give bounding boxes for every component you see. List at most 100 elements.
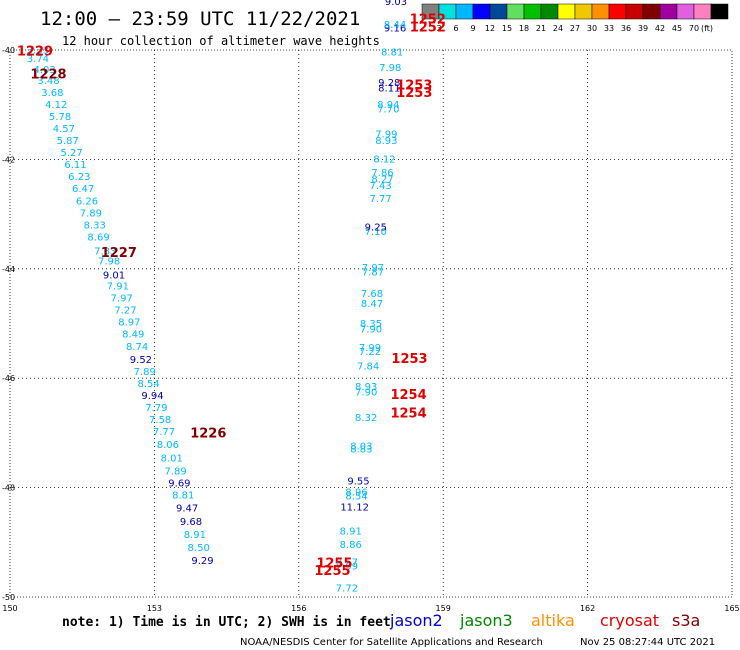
colorbar-label: 70 (689, 24, 699, 33)
orbit-time-label: 1252 (410, 13, 446, 28)
wave-height-value: 3.74 (27, 54, 49, 65)
wave-height-value: 7.98 (98, 256, 120, 267)
chart-title: 12:00 — 23:59 UTC 11/22/2021 (40, 8, 360, 30)
wave-height-value: 7.86 (371, 168, 393, 179)
wave-height-value: 8.33 (84, 220, 106, 231)
wave-height-value: 7.58 (149, 415, 171, 426)
wave-height-value: 8.06 (157, 440, 179, 451)
wave-height-value: 8.81 (381, 47, 403, 58)
wave-height-value: 7.43 (369, 181, 391, 192)
wave-height-value: 8.01 (161, 453, 183, 464)
legend-cryosat: cryosat (600, 611, 659, 630)
orbit-track-labels: 1229122812271226125212521253125312531254… (17, 13, 446, 579)
wave-height-value: 5.87 (57, 136, 79, 147)
orbit-time-label: 1228 (30, 67, 66, 82)
colorbar-label: 21 (536, 24, 546, 33)
wave-height-value: 7.98 (379, 63, 401, 74)
orbit-time-label: 1254 (390, 388, 426, 403)
wave-height-value: 9.29 (191, 556, 213, 567)
colorbar-swatch (625, 3, 644, 20)
wave-height-value: 9.69 (168, 479, 190, 490)
wave-height-value: 9.03 (385, 0, 407, 8)
wave-height-value: 7.89 (164, 466, 186, 477)
wave-height-value: 6.11 (64, 160, 86, 171)
wave-height-value: 8.50 (188, 543, 210, 554)
wave-height-value: 7.90 (355, 388, 377, 399)
wave-height-value: 7.22 (359, 347, 381, 358)
wave-height-value: 8.91 (340, 527, 362, 538)
plot-border (9, 49, 733, 598)
wave-height-value: 7.97 (362, 263, 384, 274)
colorbar-swatch (659, 3, 678, 20)
grid-lines (10, 50, 732, 597)
colorbar-label: 27 (570, 24, 580, 33)
legend-altika: altika (531, 611, 575, 630)
colorbar-swatch (540, 3, 559, 20)
colorbar-swatch (608, 3, 627, 20)
wave-height-value: 7.89 (80, 208, 102, 219)
colorbar-label: 9 (470, 24, 475, 33)
wave-height-value: 8.03 (350, 441, 372, 452)
chart-subtitle: 12 hour collection of altimeter wave hei… (62, 34, 380, 48)
wave-height-value: 7.90 (360, 324, 382, 335)
colorbar-label: 12 (485, 24, 495, 33)
wave-height-value: 8.27 (371, 174, 393, 185)
orbit-time-label: 1255 (316, 556, 352, 571)
wave-height-value: 3.48 (37, 76, 59, 87)
wave-height-value: 4.12 (45, 100, 67, 111)
x-tick-label: 156 (291, 604, 306, 613)
colorbar-label: 42 (655, 24, 665, 33)
orbit-time-label: 1253 (396, 78, 432, 93)
wave-height-value: 9.47 (176, 504, 198, 515)
wave-height-value: 7.99 (375, 130, 397, 141)
wave-height-value: 7.68 (361, 289, 383, 300)
wave-height-value: 9.01 (103, 271, 125, 282)
colorbar-swatch (557, 3, 576, 20)
orbit-time-label: 1253 (391, 352, 427, 367)
wave-height-value: 9.16 (384, 23, 406, 34)
wave-height-value: 5.27 (60, 148, 82, 159)
colorbar-label: 33 (604, 24, 614, 33)
colorbar-label: (ft) (701, 24, 713, 33)
orbit-time-label: 1227 (101, 246, 137, 261)
colorbar-swatch (489, 3, 508, 20)
wave-height-value: 8.97 (118, 318, 140, 329)
wave-height-value: 4.57 (53, 124, 75, 135)
colorbar-swatch (574, 3, 593, 20)
y-tick-label: -44 (2, 265, 15, 274)
wave-height-value: 8.86 (340, 540, 362, 551)
y-tick-label: -46 (2, 374, 15, 383)
colorbar-swatch (693, 3, 712, 20)
wave-height-value: 9.25 (365, 223, 387, 234)
wave-height-value: 7.99 (359, 343, 381, 354)
wave-height-value: 8.44 (384, 20, 406, 31)
wave-height-value: 8.69 (87, 232, 109, 243)
footnote: note: 1) Time is in UTC; 2) SWH is in fe… (62, 615, 391, 630)
x-tick-label: 159 (436, 604, 451, 613)
colorbar-swatch (523, 3, 542, 20)
wave-height-value: 6.26 (76, 196, 98, 207)
wave-height-value: 6.23 (68, 172, 90, 183)
credit-text: NOAA/NESDIS Center for Satellite Applica… (240, 637, 543, 648)
y-tick-label: -48 (2, 484, 15, 493)
orbit-time-label: 1255 (314, 564, 350, 579)
wave-height-value: 3.68 (41, 88, 63, 99)
wave-height-value: 7.77 (153, 427, 175, 438)
colorbar-swatch (455, 3, 474, 20)
wave-height-value: 8.49 (122, 330, 144, 341)
orbit-time-label: 1229 (17, 44, 53, 59)
colorbar-swatch (472, 3, 491, 20)
wave-height-value: 7.27 (114, 306, 136, 317)
wave-height-value: 8.32 (355, 413, 377, 424)
colorbar-label: 3 (436, 24, 441, 33)
wave-height-value: 3.33 (27, 45, 49, 56)
wave-height-value: 8.54 (137, 379, 159, 390)
wave-height-value: 7.91 (107, 282, 129, 293)
orbit-time-label: 1226 (190, 426, 226, 441)
wave-height-value: 7.87 (362, 267, 384, 278)
colorbar-swatch (642, 3, 661, 20)
colorbar-swatch (710, 3, 729, 20)
wave-height-value: 8.94 (377, 100, 399, 111)
